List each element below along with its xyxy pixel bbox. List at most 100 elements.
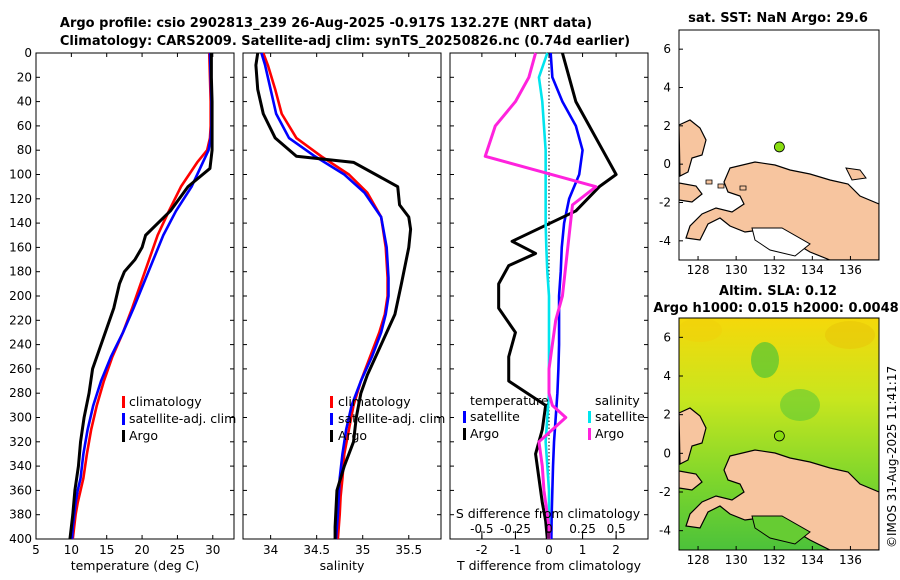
depth-tick-label: 260 — [9, 362, 32, 376]
s-tick-label: 0.25 — [569, 522, 596, 536]
legend-argo: Argo — [129, 428, 158, 443]
legend-swatch-t-satellite — [463, 411, 466, 423]
depth-tick-label: 340 — [9, 459, 32, 473]
series-argo — [254, 52, 413, 539]
depth-tick-label: 400 — [9, 532, 32, 546]
sla-map-frame — [678, 317, 880, 551]
lat-tick-label: 6 — [663, 330, 671, 344]
x-tick-label: 25 — [170, 543, 185, 557]
x-tick-label: 1 — [579, 543, 587, 557]
legend-s-satellite: satellite — [595, 409, 645, 424]
legend-swatch-s-argo — [588, 428, 591, 440]
lat-tick-label: 6 — [663, 42, 671, 56]
legend-satellite: satellite-adj. clim — [129, 411, 236, 426]
sal-legend-argo: Argo — [338, 428, 367, 443]
sla-bay — [751, 515, 811, 545]
legend-swatch-t-argo — [463, 428, 466, 440]
s-tick-label: -0.25 — [500, 522, 531, 536]
temperature-legend: climatology satellite-adj. clim Argo — [122, 394, 236, 443]
depth-tick-label: 20 — [17, 70, 32, 84]
s-difference-ticks: -0.5 -0.25 0 0.25 0.5 — [470, 522, 626, 539]
sla-patch — [825, 321, 875, 349]
depth-ticks: 0 20 40 60 80 100 120 140 160 180 200 220 240 260 280 3… — [9, 46, 234, 546]
lat-tick-label: 4 — [663, 369, 671, 383]
legend-climatology: climatology — [129, 394, 202, 409]
difference-depth-ticks — [450, 52, 648, 540]
series-s-satellite — [537, 52, 551, 539]
sst-map-ticks: 128 130 132 134 136 6 4 2 0 -2 -4 — [659, 42, 862, 277]
series-t-argo — [497, 52, 618, 540]
legend-swatch-climatology — [122, 396, 125, 408]
lon-tick-label: 130 — [725, 263, 748, 277]
x-tick-label: 10 — [64, 543, 79, 557]
depth-tick-label: 200 — [9, 289, 32, 303]
lat-tick-label: -4 — [659, 524, 671, 538]
imos-credit: ©IMOS 31-Aug-2025 11:41:17 — [885, 366, 899, 548]
sla-patches — [679, 318, 879, 550]
land-birdshead-west — [679, 119, 707, 177]
land-islet — [679, 182, 703, 203]
lon-tick-label: 136 — [839, 553, 862, 567]
legend-t-satellite: satellite — [470, 409, 520, 424]
legend-swatch-argo — [122, 430, 125, 442]
series-argo — [68, 53, 214, 540]
lon-tick-label: 132 — [763, 263, 786, 277]
lat-tick-label: 0 — [663, 157, 671, 171]
lat-tick-label: -2 — [659, 196, 671, 210]
depth-tick-label: 220 — [9, 313, 32, 327]
legend-group-temperature: temperature — [470, 393, 549, 408]
sst-map: sat. SST: NaN Argo: 29.6 128 130 132 134 136… — [659, 11, 880, 277]
salinity-legend: climatology satellite-adj. clim Argo — [330, 394, 445, 443]
sal-legend-swatch-satellite — [330, 413, 333, 425]
sla-patch — [679, 318, 722, 342]
sla-land-west — [679, 407, 707, 465]
depth-tick-label: 380 — [9, 508, 32, 522]
depth-tick-label: 100 — [9, 168, 32, 182]
lon-tick-label: 134 — [801, 263, 824, 277]
sla-patch — [780, 389, 820, 421]
float-marker-sla — [773, 430, 785, 442]
depth-tick-label: 0 — [24, 46, 32, 60]
sla-map-ticks: 128 130 132 134 136 6 4 2 0 -2 -4 — [659, 330, 862, 567]
lat-tick-label: 2 — [663, 408, 671, 422]
salinity-ticks: 34 34.5 35 35.5 — [263, 53, 422, 557]
figure-title-line2: Climatology: CARS2009. Satellite-adj cli… — [60, 34, 630, 49]
legend-t-argo: Argo — [470, 426, 499, 441]
legend-swatch-satellite — [122, 413, 125, 425]
sst-map-land — [679, 119, 879, 260]
depth-tick-label: 60 — [17, 119, 32, 133]
s-tick-label: -0.5 — [470, 522, 493, 536]
lon-tick-label: 134 — [801, 553, 824, 567]
bay — [751, 227, 811, 257]
difference-xlabel: T difference from climatology — [456, 558, 642, 573]
float-marker-sst — [773, 141, 785, 153]
salinity-panel: 34 34.5 35 35.5 salinity climatology satell… — [242, 52, 445, 573]
lat-tick-label: 4 — [663, 81, 671, 95]
depth-tick-label: 280 — [9, 386, 32, 400]
land-biak — [845, 167, 867, 181]
lon-tick-label: 132 — [763, 553, 786, 567]
sal-legend-satellite: satellite-adj. clim — [338, 411, 445, 426]
x-tick-label: 34 — [263, 543, 278, 557]
x-tick-label: 20 — [134, 543, 149, 557]
sla-land-islet — [679, 470, 703, 491]
series-s-argo — [483, 52, 598, 539]
legend-swatch-s-satellite — [588, 411, 591, 423]
lat-tick-label: -2 — [659, 485, 671, 499]
depth-tick-label: 300 — [9, 411, 32, 425]
difference-lines — [483, 52, 618, 540]
figure-title-line1: Argo profile: csio 2902813_239 26-Aug-20… — [60, 16, 592, 31]
sal-legend-climatology: climatology — [338, 394, 411, 409]
lon-tick-label: 128 — [687, 263, 710, 277]
lat-tick-label: 0 — [663, 446, 671, 460]
series-t-satellite — [549, 52, 584, 540]
depth-tick-label: 240 — [9, 338, 32, 352]
depth-tick-label: 80 — [17, 143, 32, 157]
x-tick-label: -2 — [476, 543, 488, 557]
temperature-panel: 0 20 40 60 80 100 120 140 160 180 200 220 240 260 280 3… — [9, 46, 236, 573]
depth-tick-label: 180 — [9, 265, 32, 279]
salinity-xlabel: salinity — [320, 558, 365, 573]
depth-tick-label: 120 — [9, 192, 32, 206]
x-tick-label: 15 — [99, 543, 114, 557]
